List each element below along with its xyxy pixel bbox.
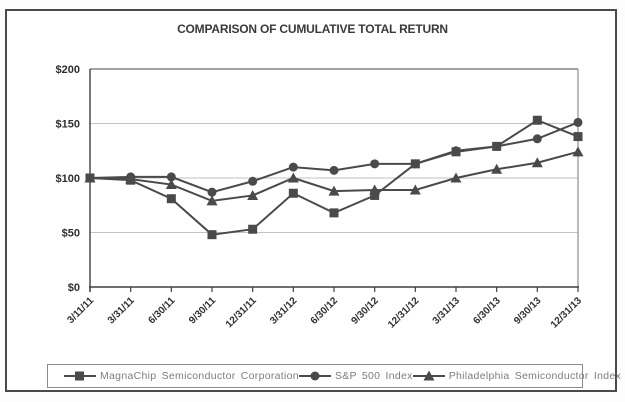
legend-label-magnachip: MagnaChip Semiconductor Corporation (100, 370, 299, 382)
square-marker-icon (451, 147, 461, 157)
x-axis-tick-label: 6/30/13 (471, 295, 503, 327)
x-axis-tick-label: 3/11/11 (66, 295, 97, 326)
triangle-marker-icon (491, 163, 503, 174)
x-axis-tick-label: 3/31/12 (268, 295, 300, 327)
y-axis-tick-label: $150 (56, 119, 80, 131)
x-axis-tick-label: 9/30/13 (512, 295, 544, 327)
triangle-marker-icon (247, 189, 259, 200)
circle-marker-icon (207, 187, 217, 197)
series-line-1 (89, 121, 579, 194)
x-axis-tick-label: 12/31/12 (386, 295, 422, 331)
x-axis-tick-label: 6/30/12 (309, 295, 341, 327)
legend-circle-marker-icon (298, 371, 331, 381)
square-marker-icon (370, 190, 380, 200)
triangle-marker-icon (287, 172, 299, 183)
square-marker-icon (329, 208, 339, 218)
square-marker-icon (288, 188, 298, 198)
square-marker-icon (126, 175, 136, 185)
triangle-marker-icon (409, 184, 421, 195)
legend-label-phlx: Philadelphia Semiconductor Index (448, 370, 622, 382)
square-marker-icon (492, 141, 502, 151)
y-axis-tick-label: $100 (56, 173, 80, 185)
circle-marker-icon (329, 165, 339, 175)
triangle-marker-icon (328, 185, 340, 196)
triangle-marker-icon (206, 195, 218, 206)
legend-box: MagnaChip Semiconductor Corporation S&P … (47, 364, 621, 388)
x-axis-tick-label: 6/30/11 (146, 295, 177, 326)
square-marker-icon (166, 194, 176, 204)
triangle-marker-icon (165, 179, 177, 190)
triangle-marker-icon (572, 146, 584, 157)
x-axis-tick-label: 12/31/11 (224, 295, 259, 330)
y-axis-tick-label: $200 (56, 64, 80, 76)
x-axis-tick-label: 3/31/11 (106, 295, 137, 326)
square-marker-icon (532, 115, 542, 125)
x-axis-tick-label: 9/30/12 (349, 295, 381, 327)
circle-marker-icon (370, 159, 380, 169)
legend-square-marker-icon (64, 371, 96, 381)
legend-triangle-marker-icon (412, 370, 445, 381)
legend-label-sp500: S&P 500 Index (334, 370, 413, 382)
legend-item-phlx: Philadelphia Semiconductor Index (412, 370, 622, 382)
legend-item-sp500: S&P 500 Index (298, 370, 413, 382)
y-axis-tick-label: $50 (62, 228, 80, 240)
y-axis-tick-label: $0 (68, 282, 80, 294)
chart-frame (5, 9, 617, 392)
circle-marker-icon (573, 117, 583, 127)
circle-marker-icon (166, 172, 176, 182)
circle-marker-icon (248, 176, 258, 186)
x-axis-tick-label: 12/31/13 (549, 295, 585, 331)
square-marker-icon (248, 224, 258, 234)
square-marker-icon (410, 159, 420, 169)
chart-title: COMPARISON OF CUMULATIVE TOTAL RETURN (177, 22, 448, 36)
triangle-marker-icon (531, 157, 543, 168)
circle-marker-icon (288, 162, 298, 172)
legend-item-magnachip: MagnaChip Semiconductor Corporation (64, 370, 299, 382)
circle-marker-icon (532, 134, 542, 144)
square-marker-icon (85, 173, 95, 183)
x-axis-tick-label: 3/31/13 (431, 295, 463, 327)
triangle-marker-icon (450, 172, 462, 183)
square-marker-icon (207, 230, 217, 240)
square-marker-icon (573, 132, 583, 142)
x-axis-tick-label: 9/30/11 (187, 295, 218, 326)
